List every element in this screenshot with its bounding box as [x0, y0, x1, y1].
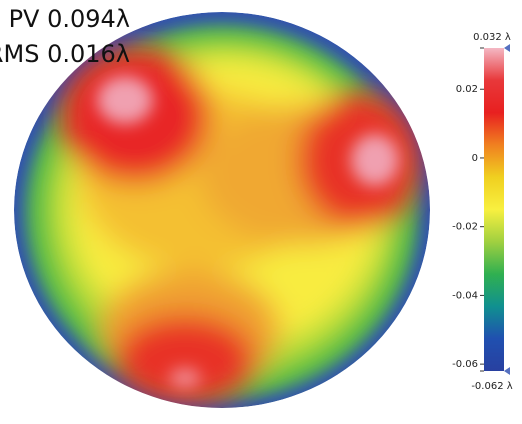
- wavefront-disc: [14, 12, 430, 408]
- colorbar-tick-label: -0.04: [452, 290, 478, 301]
- colorbar-limit-marker: [504, 44, 510, 52]
- colorbar-limit-marker: [504, 367, 510, 375]
- colorbar-axis: 0.02 0 -0.02 -0.04 -0.06 0.032 λ -0.062 λ: [452, 32, 513, 392]
- colorbar-tick-label: -0.02: [452, 222, 478, 233]
- colorbar-limit-label: -0.062 λ: [471, 381, 512, 392]
- colorbar: [484, 48, 504, 371]
- pv-value: PV 0.094λ: [9, 5, 130, 33]
- colorbar-limit-label: 0.032 λ: [473, 32, 511, 43]
- rms-value: RMS 0.016λ: [0, 40, 130, 68]
- colorbar-tick-label: -0.06: [452, 359, 478, 370]
- colorbar-tick-label: 0: [472, 153, 478, 164]
- colorbar-tick-label: 0.02: [456, 84, 478, 95]
